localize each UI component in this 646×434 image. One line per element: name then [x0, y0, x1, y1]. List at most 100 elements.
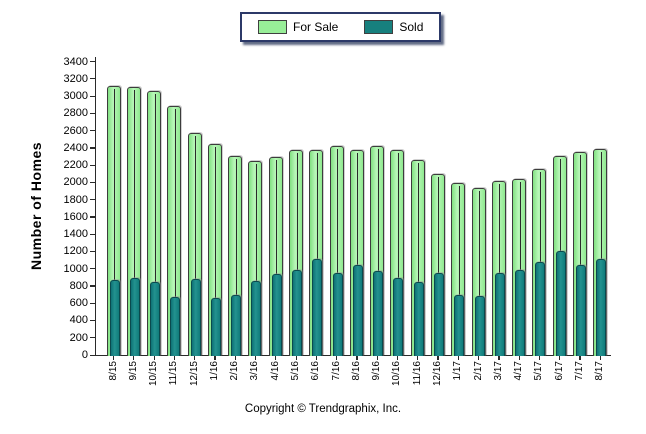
x-tick-mark	[194, 356, 196, 360]
y-tick-mark	[90, 130, 95, 132]
y-axis-line	[95, 57, 97, 355]
sold-stem-line	[458, 186, 460, 296]
legend-item-for-sale: For Sale	[258, 20, 338, 34]
y-tick-label: 1400	[63, 228, 88, 241]
x-tick-label: 3/17	[492, 361, 504, 381]
x-tick-mark	[315, 356, 317, 360]
legend-label-for-sale: For Sale	[293, 20, 339, 34]
y-tick-mark	[90, 233, 95, 235]
sold-stem-line	[316, 152, 318, 260]
x-tick-mark	[437, 356, 439, 360]
sold-stem-line	[397, 152, 399, 279]
x-tick-mark	[356, 356, 358, 360]
legend-label-sold: Sold	[399, 20, 424, 34]
y-tick-label: 3400	[63, 55, 88, 68]
bar-sold	[555, 250, 566, 356]
bar-sold	[393, 278, 404, 356]
bar-sold	[292, 269, 303, 356]
sold-stem-line	[337, 149, 339, 273]
sold-stem-line	[114, 88, 115, 280]
sold-stem-line	[134, 90, 136, 279]
y-tick-label: 2400	[63, 141, 88, 154]
bar-sold	[210, 298, 221, 356]
bar-sold	[575, 265, 586, 356]
y-tick-mark	[90, 319, 95, 322]
bar-sold	[454, 295, 465, 356]
x-tick-label: 12/15	[188, 361, 200, 387]
sold-stem-line	[255, 163, 257, 281]
bar-sold	[596, 259, 607, 356]
sold-stem-line	[539, 172, 541, 262]
x-tick-mark	[214, 356, 216, 360]
y-tick-mark	[90, 354, 95, 356]
y-tick-label: 3000	[63, 90, 88, 103]
x-tick-label: 10/15	[148, 361, 160, 387]
x-tick-mark	[599, 356, 601, 360]
y-tick-mark	[90, 268, 95, 270]
bar-sold	[129, 278, 140, 356]
y-tick-label: 2200	[63, 159, 88, 172]
y-tick-label: 1800	[63, 193, 88, 206]
bar-sold	[170, 297, 181, 356]
bar-sold	[535, 261, 546, 356]
x-tick-label: 2/16	[229, 361, 241, 381]
bar-sold	[231, 295, 242, 356]
sold-stem-line	[499, 183, 501, 273]
x-tick-label: 4/16	[269, 361, 281, 381]
y-tick-mark	[90, 216, 95, 218]
x-tick-label: 8/16	[350, 361, 362, 381]
x-tick-mark	[234, 356, 236, 360]
x-tick-label: 9/15	[127, 361, 139, 381]
x-tick-label: 3/16	[249, 361, 261, 381]
x-tick-mark	[579, 356, 581, 360]
y-tick-label: 1600	[63, 210, 88, 223]
bar-sold	[332, 272, 343, 356]
bar-sold	[515, 270, 526, 356]
sold-stem-line	[438, 176, 440, 273]
x-tick-label: 8/15	[107, 361, 119, 381]
bar-sold	[373, 271, 384, 356]
bar-sold	[190, 279, 201, 356]
bar-sold	[433, 272, 444, 356]
x-tick-mark	[457, 356, 459, 360]
x-tick-mark	[133, 356, 135, 360]
sold-stem-line	[174, 109, 176, 298]
x-tick-mark	[254, 356, 257, 360]
x-tick-mark	[518, 356, 520, 360]
bar-sold	[413, 282, 424, 356]
x-tick-label: 7/16	[330, 361, 342, 381]
y-tick-mark	[90, 112, 95, 114]
chart-legend: For Sale Sold	[240, 12, 442, 42]
x-tick-mark	[498, 356, 500, 360]
y-tick-mark	[90, 337, 95, 339]
x-tick-label: 7/17	[573, 361, 585, 381]
bar-sold	[109, 279, 120, 356]
x-tick-mark	[336, 356, 338, 360]
y-tick-mark	[90, 199, 95, 201]
bar-for-sale	[167, 106, 182, 356]
y-tick-mark	[90, 250, 95, 253]
sold-stem-line	[418, 162, 420, 283]
x-tick-mark	[478, 356, 480, 360]
y-tick-label: 2600	[63, 124, 88, 137]
x-tick-label: 11/15	[168, 361, 180, 386]
y-tick-label: 400	[69, 314, 88, 327]
x-tick-label: 1/16	[208, 361, 220, 381]
y-tick-mark	[90, 302, 95, 304]
sold-stem-line	[560, 159, 562, 251]
bar-sold	[352, 265, 363, 356]
y-tick-mark	[90, 78, 95, 80]
sold-stem-line	[215, 147, 217, 298]
x-tick-mark	[417, 356, 419, 360]
bar-sold	[251, 280, 262, 356]
x-tick-label: 5/16	[290, 361, 302, 381]
y-tick-label: 200	[69, 331, 88, 344]
y-tick-label: 800	[69, 279, 88, 292]
x-tick-label: 6/17	[553, 361, 565, 381]
bar-sold	[271, 273, 282, 356]
x-tick-mark	[538, 356, 541, 360]
x-tick-label: 8/17	[594, 361, 606, 381]
x-tick-label: 12/16	[431, 361, 443, 387]
sold-stem-line	[580, 155, 582, 266]
sold-stem-line	[276, 160, 278, 274]
